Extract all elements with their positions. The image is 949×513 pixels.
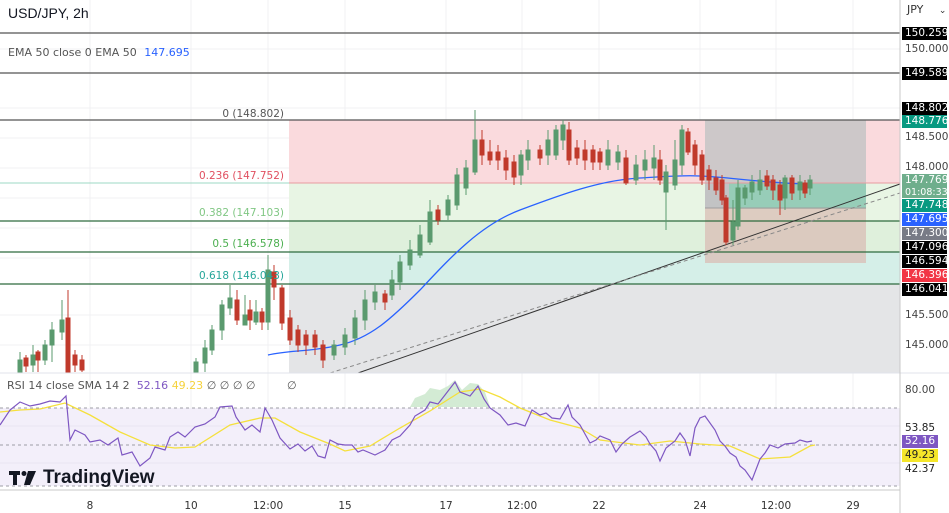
time-tick: 10	[184, 500, 198, 512]
trend-line-dashed[interactable]	[329, 192, 901, 374]
price-tick-145500: 145.500	[905, 309, 949, 321]
rsi-legend-placeholder-extra: ∅	[287, 379, 297, 392]
price-tag-146041: 146.041	[902, 283, 948, 296]
price-tag-149589: 149.589	[902, 67, 948, 80]
time-tick: 29	[846, 500, 860, 512]
rsi-value-tag: 52.16	[902, 435, 938, 448]
price-tick-148000: 148.000	[905, 161, 949, 173]
price-tag-147096: 147.096	[902, 241, 948, 254]
rsi-legend-label: RSI 14 close SMA 14 2	[7, 379, 130, 392]
rsi-sma-line	[0, 388, 816, 460]
rsi-legend[interactable]: RSI 14 close SMA 14 2 52.16 49.23 ∅ ∅ ∅ …	[7, 379, 297, 392]
time-tick: 15	[338, 500, 352, 512]
rsi-tick-4237: 42.37	[905, 463, 936, 475]
candlesticks	[17, 110, 813, 373]
tradingview-logo-text: TradingView	[43, 467, 155, 488]
rsi-line	[0, 380, 813, 482]
price-tick-148500: 148.500	[905, 131, 949, 143]
rsi-tick-80: 80.00	[905, 384, 936, 396]
price-tick-150000: 150.000	[905, 43, 949, 55]
fib-label-0236: 0.236 (147.752)	[198, 170, 284, 182]
currency-label: JPY	[907, 3, 924, 16]
price-tag-148776: 148.776	[902, 115, 948, 128]
time-tick: 22	[592, 500, 606, 512]
tradingview-logo-icon	[9, 471, 36, 485]
tradingview-logo[interactable]: TradingView	[9, 467, 155, 489]
price-tag-entry: 147.300	[902, 227, 948, 240]
symbol-title[interactable]: USD/JPY, 2h	[8, 5, 89, 21]
ema-legend-value: 147.695	[144, 46, 190, 59]
price-tag-146594: 146.594	[902, 255, 948, 268]
rsi-legend-value: 52.16	[136, 379, 169, 392]
fib-label-0618: 0.618 (146.043)	[198, 270, 284, 282]
price-tag-150259: 150.259	[902, 27, 948, 40]
time-tick: 12:00	[760, 500, 792, 512]
ema-legend[interactable]: EMA 50 close 0 EMA 50 147.695	[8, 46, 190, 59]
time-tick: 8	[86, 500, 94, 512]
chevron-down-icon: ⌄	[938, 6, 947, 16]
price-tick-145000: 145.000	[905, 339, 949, 351]
bar-countdown: 01:08:33	[905, 187, 948, 198]
rsi-pane	[0, 380, 900, 487]
rsi-sma-value-tag: 49.23	[902, 449, 938, 462]
price-tag-ema: 147.695	[902, 213, 948, 226]
trend-line[interactable]	[357, 183, 901, 374]
last-price-tag: 147.769 01:08:33	[902, 174, 949, 198]
time-tick: 12:00	[506, 500, 538, 512]
fib-label-0382: 0.382 (147.103)	[198, 207, 284, 219]
last-price-value: 147.769	[905, 174, 949, 186]
rsi-legend-placeholders: ∅ ∅ ∅ ∅	[206, 379, 256, 392]
fib-label-0: 0 (148.802)	[222, 108, 284, 120]
price-tag-147748: 147.748	[902, 199, 948, 212]
time-tick: 17	[439, 500, 453, 512]
price-tag-stop: 146.396	[902, 269, 948, 282]
time-tick: 24	[693, 500, 707, 512]
rsi-sma-legend-value: 49.23	[171, 379, 204, 392]
price-tag-148802: 148.802	[902, 102, 948, 115]
currency-selector[interactable]: JPY ⌄	[907, 3, 946, 16]
time-tick: 12:00	[252, 500, 284, 512]
ema-legend-label: EMA 50 close 0 EMA 50	[8, 46, 137, 59]
rsi-tick-5385: 53.85	[905, 422, 936, 434]
fib-label-05: 0.5 (146.578)	[212, 238, 284, 250]
